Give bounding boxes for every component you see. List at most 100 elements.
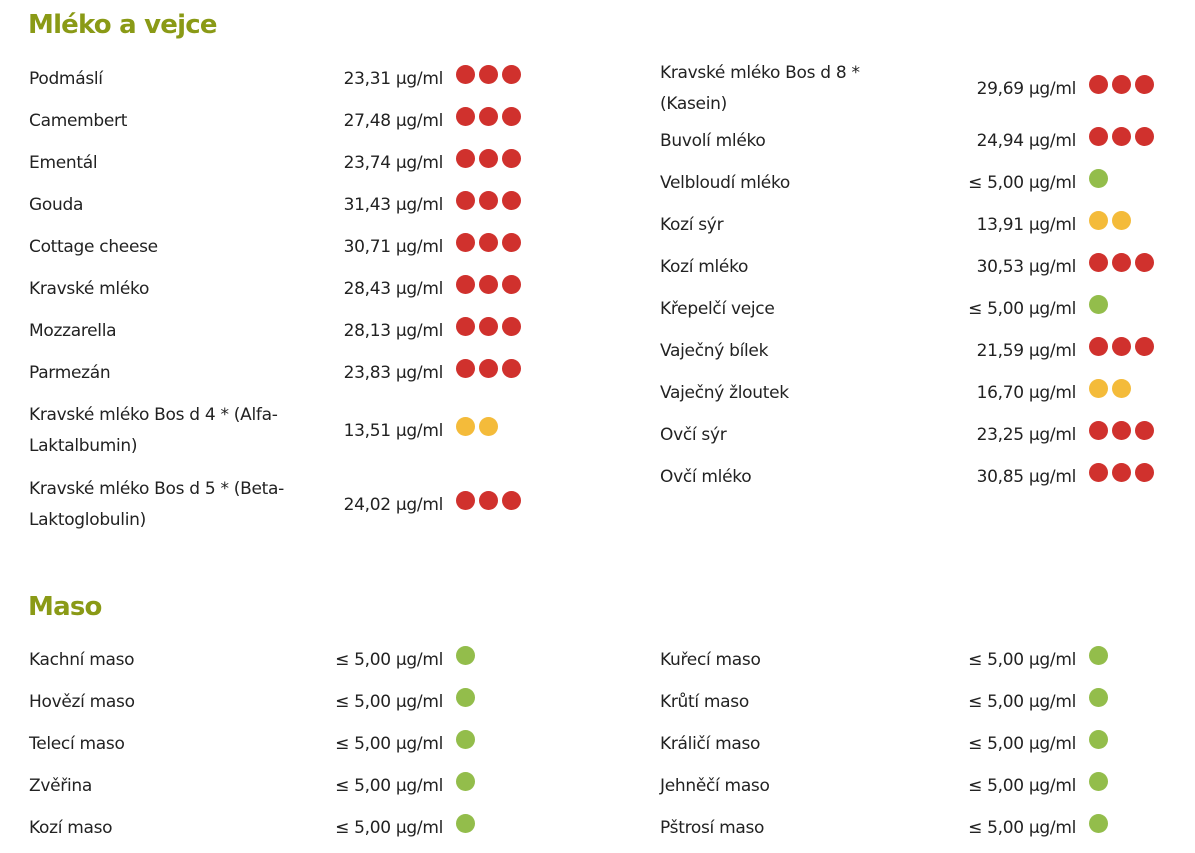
reaction-level-indicator xyxy=(1089,462,1154,482)
allergen-name: Gouda xyxy=(29,194,84,215)
allergen-row: Ovčí sýr 23,25 µg/ml xyxy=(660,414,1195,456)
red-dot-icon xyxy=(479,148,498,168)
allergen-name: Kozí sýr xyxy=(660,214,724,235)
reaction-level-indicator xyxy=(456,771,475,791)
reaction-level-indicator xyxy=(1089,168,1108,188)
green-dot-icon xyxy=(456,729,475,749)
allergen-row: Podmáslí 23,31 µg/ml xyxy=(29,58,569,100)
allergen-name: Zvěřina xyxy=(29,775,92,796)
reaction-level-indicator xyxy=(1089,729,1108,749)
green-dot-icon xyxy=(456,771,475,791)
allergen-row: Vaječný bílek 21,59 µg/ml xyxy=(660,330,1195,372)
red-dot-icon xyxy=(502,190,521,210)
green-dot-icon xyxy=(1089,645,1108,665)
allergen-row: Krůtí maso ≤ 5,00 µg/ml xyxy=(660,681,1195,723)
allergen-value: 31,43 µg/ml xyxy=(343,194,444,215)
reaction-level-indicator xyxy=(1089,294,1108,314)
allergen-row: Camembert 27,48 µg/ml xyxy=(29,100,569,142)
red-dot-icon xyxy=(1112,336,1131,356)
allergen-value: ≤ 5,00 µg/ml xyxy=(335,733,443,754)
allergen-name: Ementál xyxy=(29,152,98,173)
allergen-value: 16,70 µg/ml xyxy=(976,382,1077,403)
allergen-row: Hovězí maso ≤ 5,00 µg/ml xyxy=(29,681,569,723)
allergen-name: Kravské mléko Bos d 4 * (Alfa-Laktalbumi… xyxy=(29,405,278,456)
reaction-level-indicator xyxy=(456,148,521,168)
reaction-level-indicator xyxy=(1089,74,1154,94)
red-dot-icon xyxy=(502,232,521,252)
red-dot-icon xyxy=(479,274,498,294)
red-dot-icon xyxy=(502,274,521,294)
red-dot-icon xyxy=(1135,126,1154,146)
red-dot-icon xyxy=(1089,336,1108,356)
red-dot-icon xyxy=(479,316,498,336)
reaction-level-indicator xyxy=(456,645,475,665)
allergen-row: Velbloudí mléko ≤ 5,00 µg/ml xyxy=(660,162,1195,204)
red-dot-icon xyxy=(1135,336,1154,356)
allergen-value: ≤ 5,00 µg/ml xyxy=(968,691,1076,712)
red-dot-icon xyxy=(456,106,475,126)
reaction-level-indicator xyxy=(1089,420,1154,440)
red-dot-icon xyxy=(502,490,521,510)
green-dot-icon xyxy=(1089,771,1108,791)
allergen-row: Kravské mléko Bos d 5 * (Beta-Laktoglobu… xyxy=(29,468,569,542)
allergen-value: 23,31 µg/ml xyxy=(343,68,444,89)
red-dot-icon xyxy=(502,316,521,336)
allergen-value: 28,13 µg/ml xyxy=(343,320,444,341)
allergen-row: Kozí sýr 13,91 µg/ml xyxy=(660,204,1195,246)
allergen-row: Zvěřina ≤ 5,00 µg/ml xyxy=(29,765,569,807)
allergen-value: 24,94 µg/ml xyxy=(976,130,1077,151)
allergen-value: 23,74 µg/ml xyxy=(343,152,444,173)
red-dot-icon xyxy=(1135,462,1154,482)
allergen-value: 23,25 µg/ml xyxy=(976,424,1077,445)
allergen-row: Kravské mléko Bos d 4 * (Alfa-Laktalbumi… xyxy=(29,394,569,468)
allergen-value: ≤ 5,00 µg/ml xyxy=(968,775,1076,796)
reaction-level-indicator xyxy=(456,358,521,378)
yellow-dot-icon xyxy=(1112,378,1131,398)
allergen-name: Buvolí mléko xyxy=(660,130,766,151)
allergen-value: 28,43 µg/ml xyxy=(343,278,444,299)
red-dot-icon xyxy=(502,358,521,378)
allergen-name: Velbloudí mléko xyxy=(660,172,790,193)
allergen-name: Ovčí mléko xyxy=(660,466,752,487)
red-dot-icon xyxy=(502,64,521,84)
reaction-level-indicator xyxy=(456,106,521,126)
yellow-dot-icon xyxy=(1089,378,1108,398)
red-dot-icon xyxy=(1089,462,1108,482)
red-dot-icon xyxy=(456,274,475,294)
red-dot-icon xyxy=(456,190,475,210)
allergen-name: Cottage cheese xyxy=(29,236,158,257)
yellow-dot-icon xyxy=(1089,210,1108,230)
allergen-row: Kozí mléko 30,53 µg/ml xyxy=(660,246,1195,288)
green-dot-icon xyxy=(456,645,475,665)
red-dot-icon xyxy=(1112,420,1131,440)
allergen-row: Buvolí mléko 24,94 µg/ml xyxy=(660,120,1195,162)
dairy-eggs-left-column: Podmáslí 23,31 µg/ml Camembert 27,48 µg/ml E… xyxy=(29,58,569,542)
allergen-name: Ovčí sýr xyxy=(660,424,727,445)
reaction-level-indicator xyxy=(456,190,521,210)
allergen-name: Hovězí maso xyxy=(29,691,135,712)
green-dot-icon xyxy=(1089,813,1108,833)
allergen-row: Vaječný žloutek 16,70 µg/ml xyxy=(660,372,1195,414)
red-dot-icon xyxy=(1112,252,1131,272)
allergen-row: Telecí maso ≤ 5,00 µg/ml xyxy=(29,723,569,765)
allergen-row: Kuřecí maso ≤ 5,00 µg/ml xyxy=(660,639,1195,681)
allergen-row: Jehněčí maso ≤ 5,00 µg/ml xyxy=(660,765,1195,807)
red-dot-icon xyxy=(1089,126,1108,146)
red-dot-icon xyxy=(1089,420,1108,440)
yellow-dot-icon xyxy=(1112,210,1131,230)
red-dot-icon xyxy=(479,358,498,378)
allergen-name: Krůtí maso xyxy=(660,691,749,712)
allergen-row: Kravské mléko Bos d 8 * (Kasein) 29,69 µg… xyxy=(660,58,1195,120)
reaction-level-indicator xyxy=(1089,126,1154,146)
red-dot-icon xyxy=(1112,126,1131,146)
red-dot-icon xyxy=(1135,252,1154,272)
red-dot-icon xyxy=(1112,74,1131,94)
red-dot-icon xyxy=(1135,420,1154,440)
red-dot-icon xyxy=(479,232,498,252)
yellow-dot-icon xyxy=(456,416,475,436)
red-dot-icon xyxy=(456,232,475,252)
allergen-value: ≤ 5,00 µg/ml xyxy=(335,649,443,670)
allergen-row: Králičí maso ≤ 5,00 µg/ml xyxy=(660,723,1195,765)
allergen-value: 29,69 µg/ml xyxy=(976,78,1077,99)
allergen-name: Kachní maso xyxy=(29,649,135,670)
